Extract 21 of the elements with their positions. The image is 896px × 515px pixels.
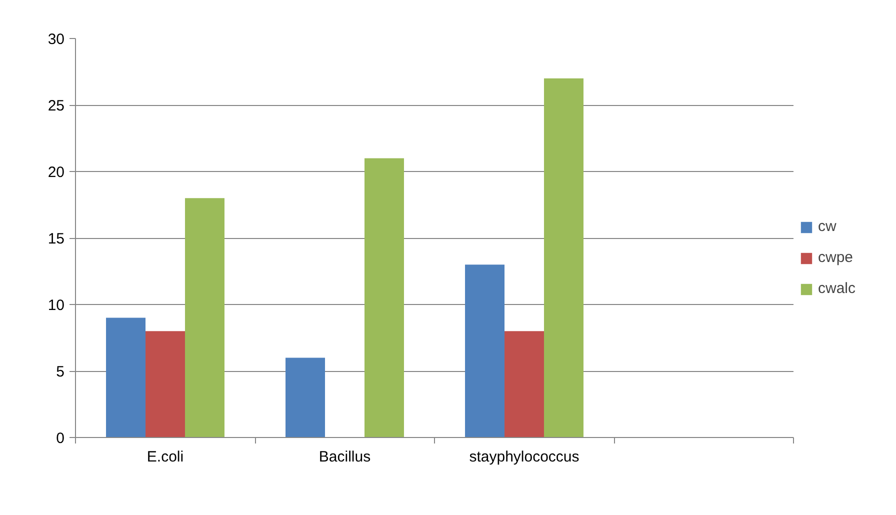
y-tick-label: 25 (48, 98, 65, 114)
y-tick-label: 15 (48, 230, 65, 248)
bar (106, 318, 146, 438)
bar (504, 331, 544, 438)
legend-label: cwpe (818, 249, 854, 266)
legend-label: cwalc (818, 280, 856, 297)
bar (544, 78, 584, 438)
bar (364, 158, 404, 438)
x-tick-label: Bacillus (318, 448, 371, 466)
y-tick-label: 20 (48, 164, 65, 181)
bar (465, 264, 505, 438)
bar (286, 358, 326, 438)
y-tick-label: 10 (48, 297, 65, 314)
y-tick-label: 5 (56, 364, 64, 380)
bar (184, 198, 224, 438)
x-tick-label: E.coli (146, 448, 184, 466)
y-tick-label: 0 (56, 430, 64, 447)
bar (146, 331, 185, 438)
x-tick-label: stayphylococcus (469, 448, 580, 466)
legend-label: cw (818, 218, 838, 235)
y-tick-label: 30 (48, 31, 65, 48)
